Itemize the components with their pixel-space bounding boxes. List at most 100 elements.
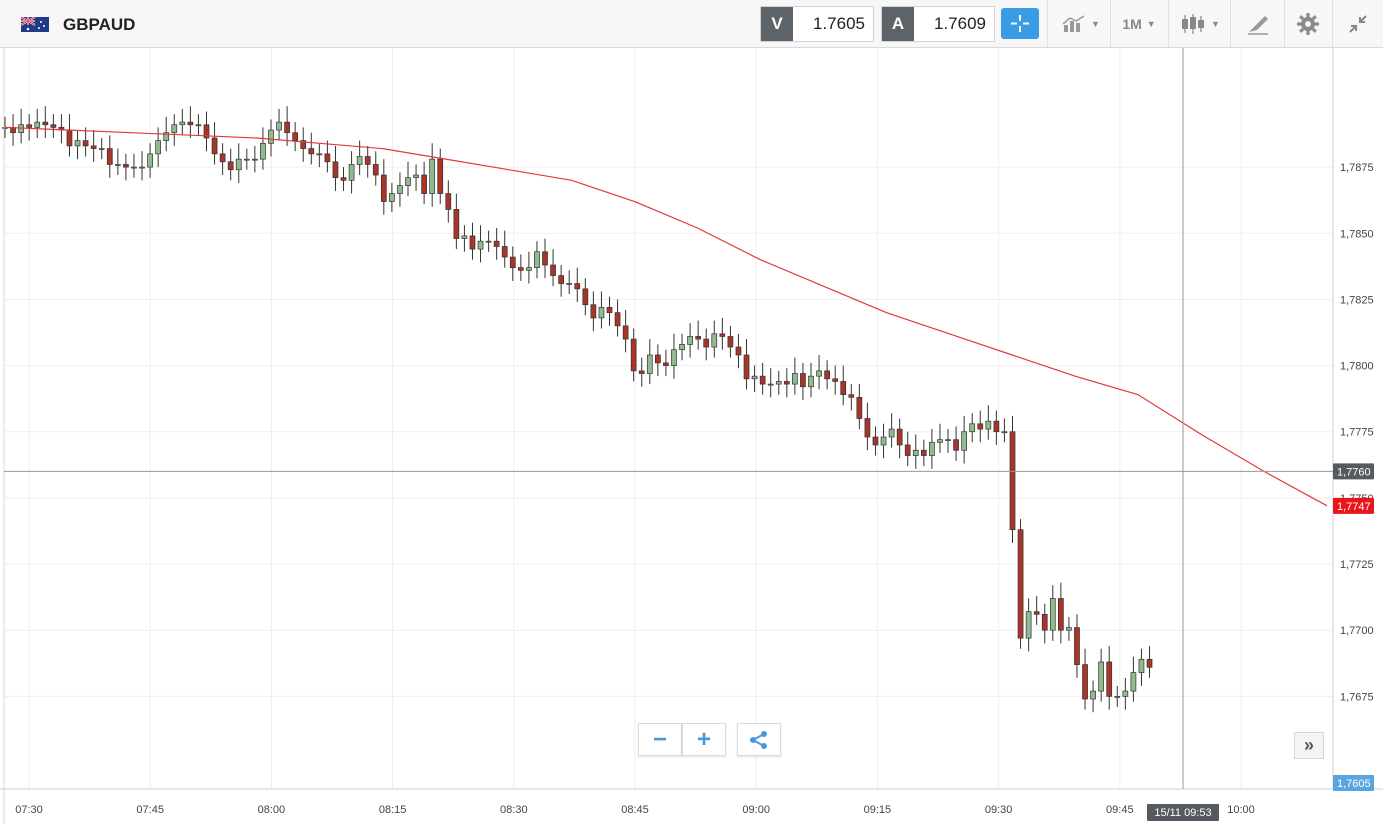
candle-body [469, 235, 476, 250]
candle-body [50, 124, 57, 128]
candle-body [751, 375, 758, 380]
zoom-out-button[interactable]: − [638, 723, 682, 756]
x-tick-label: 08:30 [500, 804, 528, 816]
candle-body [542, 251, 548, 266]
current-price-label: 1,7605 [1337, 778, 1371, 790]
candle-body [485, 240, 492, 243]
candle-body [1001, 431, 1008, 434]
candle-body [1106, 661, 1113, 697]
candle-body [34, 121, 41, 128]
x-tick-label: 08:45 [621, 804, 649, 816]
collapse-button[interactable] [1340, 6, 1376, 42]
candle-body [695, 336, 702, 340]
chevron-down-icon: ▼ [1091, 19, 1100, 29]
candle-body [969, 423, 976, 433]
candle-body [985, 420, 992, 430]
candle-body [179, 121, 186, 126]
candle-body [235, 158, 242, 171]
gear-icon [1297, 13, 1319, 35]
candle-body [598, 307, 605, 319]
candle-body [106, 148, 113, 165]
candle-body [703, 338, 710, 348]
candle-body [348, 164, 355, 181]
y-tick-label: 1,7775 [1340, 427, 1374, 439]
candle-body [767, 383, 774, 386]
candle-body [574, 283, 581, 290]
crosshair-price-label: 1,7760 [1337, 466, 1371, 478]
crosshair-button[interactable] [1001, 8, 1039, 39]
candle-body [1122, 690, 1129, 697]
moving-average-line [4, 126, 1328, 507]
candle-body [775, 381, 782, 385]
buy-price: 1.7609 [934, 14, 986, 33]
candle-body [590, 304, 597, 319]
candle-body [1098, 661, 1105, 692]
candle-body [534, 251, 540, 269]
chart-type-button[interactable]: ▼ [1174, 6, 1226, 42]
candle-body [203, 124, 210, 139]
candle-body [1017, 529, 1024, 639]
x-tick-label: 09:00 [742, 804, 770, 816]
candle-body [622, 325, 629, 340]
candle-body [356, 156, 363, 165]
zoom-in-button[interactable]: + [682, 723, 726, 756]
gbp-aud-flag-icon [21, 17, 49, 32]
sell-price: 1.7605 [813, 14, 865, 33]
buy-price-button[interactable]: A 1.7609 [881, 6, 995, 42]
x-tick-label: 07:45 [136, 804, 164, 816]
timeframe-label: 1M [1122, 16, 1142, 32]
buy-label: A [882, 7, 914, 41]
candle-body [389, 193, 395, 202]
timeframe-selector[interactable]: 1M ▼ [1114, 6, 1164, 42]
candle-body [284, 121, 290, 134]
candle-body [816, 370, 822, 377]
draw-button[interactable] [1238, 6, 1278, 42]
candle-body [147, 153, 153, 168]
y-tick-label: 1,7825 [1340, 294, 1374, 306]
y-tick-label: 1,7800 [1340, 361, 1374, 373]
candle-body [735, 346, 742, 356]
candle-body [904, 444, 911, 456]
symbol-title: GBPAUD [63, 15, 136, 34]
candle-body [1058, 598, 1064, 631]
candle-body [300, 140, 307, 149]
candle-body [98, 148, 105, 150]
settings-button[interactable] [1290, 6, 1326, 42]
scroll-right-button[interactable]: » [1294, 732, 1324, 759]
candle-body [461, 235, 468, 239]
candle-body [945, 439, 951, 442]
candle-body [332, 161, 339, 179]
candle-body [888, 428, 895, 438]
share-button[interactable] [737, 723, 781, 756]
candle-body [42, 121, 49, 126]
indicators-button[interactable]: ▼ [1056, 6, 1106, 42]
candle-body [832, 378, 839, 382]
candle-body [372, 164, 379, 176]
candle-body [1041, 613, 1048, 631]
price-chart[interactable]: 1,78751,78501,78251,78001,77751,77501,77… [0, 48, 1383, 824]
candle-body [429, 158, 436, 194]
chevron-down-icon: ▼ [1146, 19, 1156, 29]
draw-icon [1248, 16, 1268, 35]
candle-body [324, 153, 331, 163]
candle-body [671, 349, 677, 366]
candle-body [1146, 658, 1153, 668]
candle-body [1082, 664, 1088, 700]
sell-price-button[interactable]: V 1.7605 [760, 6, 874, 42]
candle-body [517, 267, 524, 271]
y-tick-label: 1,7725 [1340, 559, 1374, 571]
share-icon [750, 730, 767, 749]
candle-body [655, 354, 661, 364]
candle-body [509, 256, 516, 269]
candle-body [187, 121, 194, 126]
candle-body [872, 436, 879, 446]
y-tick-label: 1,7675 [1340, 691, 1374, 703]
y-tick-label: 1,7850 [1340, 228, 1374, 240]
candle-body [1114, 696, 1121, 698]
candle-body [800, 373, 806, 388]
candle-body [638, 370, 645, 374]
candle-body [824, 370, 830, 380]
candle-body [123, 164, 129, 168]
toolbar-separator [1284, 0, 1285, 47]
candle-body [1066, 627, 1072, 631]
